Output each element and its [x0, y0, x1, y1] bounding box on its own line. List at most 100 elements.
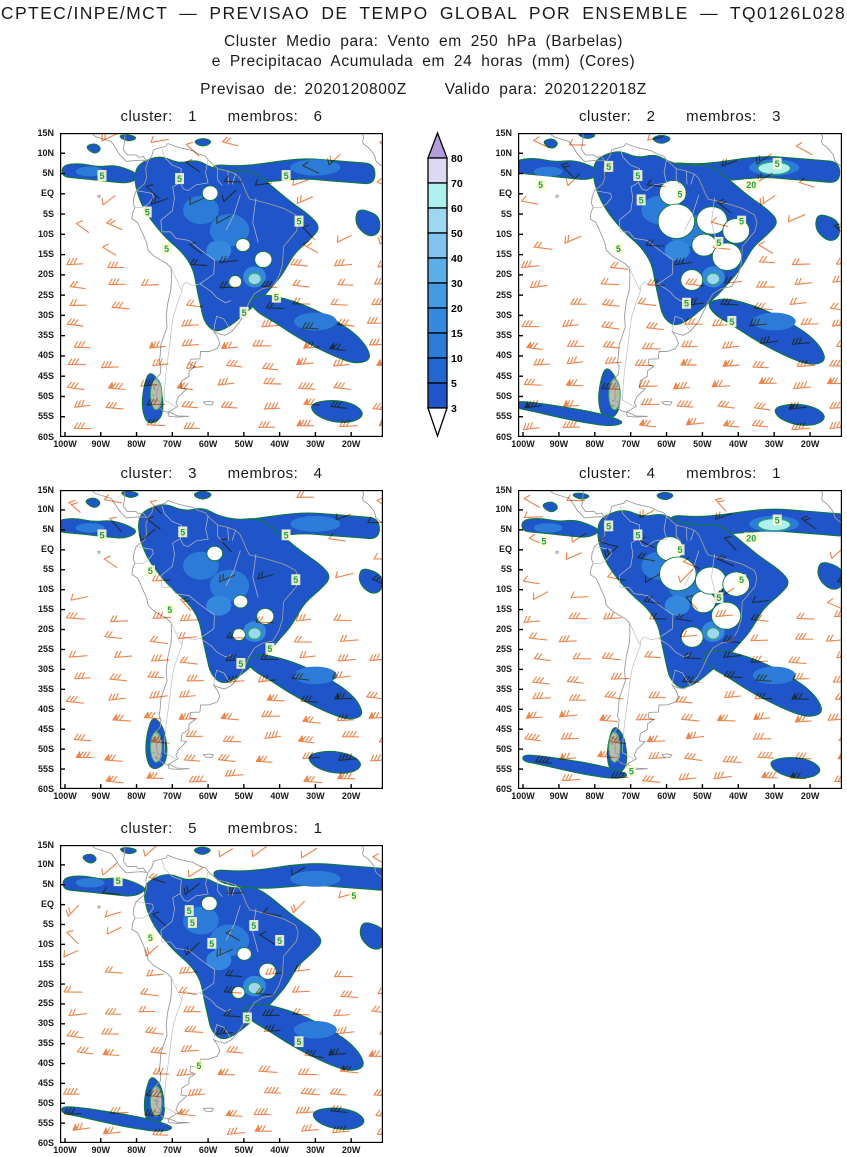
lon-tick-label: 50W: [234, 1145, 254, 1155]
lat-tick-label: 5S: [500, 208, 512, 219]
lat-tick-label: 30S: [37, 309, 54, 320]
contour-label-box: [743, 532, 759, 544]
colorbar-under-arrow: [427, 407, 448, 439]
lon-tick-label: 100W: [53, 439, 77, 449]
lon-tick-label: 30W: [764, 439, 784, 449]
panel-cluster-2: cluster: 2 membros: 3 15N 10N 5N EQ 5S 10S 15S…: [478, 106, 847, 455]
contour-label-box: [772, 157, 782, 169]
lon-tick-label: 80W: [127, 1145, 146, 1155]
lon-tick-label: 30W: [306, 791, 325, 801]
lat-tick-label: 15N: [495, 127, 512, 138]
contour-label: 5: [677, 189, 682, 199]
lat-tick-label: 5S: [42, 208, 54, 219]
precip-colorbar: 80 70 60 50 40 30 20 15 10 5 3: [427, 131, 463, 439]
contour-labels: 5 5 5 5 5 5 5 5 5 5 5: [113, 875, 359, 1071]
contour-label-box: [772, 514, 782, 526]
contour-label: 5: [274, 293, 279, 303]
page-title: CPTEC/INPE/MCT — PREVISAO DE TEMPO GLOBA…: [0, 3, 847, 23]
panel-title: cluster: 4 membros: 1: [578, 465, 782, 482]
contour-label-box: [194, 1060, 204, 1071]
lon-tick-label: 90W: [549, 439, 569, 449]
contour-label: 5: [351, 891, 356, 901]
lat-tick-label: 60S: [495, 783, 512, 794]
contour-label-box: [604, 160, 614, 172]
lat-tick-label: 10S: [495, 228, 512, 239]
coastlines: [550, 490, 842, 770]
colorbar-segment: [427, 332, 448, 359]
lon-tick-label: 20W: [800, 439, 820, 449]
contour-label-box: [242, 1012, 252, 1024]
lat-tick-label: 10S: [37, 584, 54, 595]
lon-tick-label: 50W: [234, 439, 254, 449]
contour-label-box: [675, 544, 685, 556]
contour-label-box: [536, 179, 546, 191]
contour-label: 5: [538, 180, 543, 190]
lon-tick-label: 50W: [693, 791, 712, 801]
lat-tick-label: 10N: [37, 859, 54, 870]
lat-tick-label: 35S: [37, 330, 54, 341]
contour-label: 5: [145, 208, 150, 218]
contour-label-box: [539, 535, 549, 547]
forecast-from-value: 2020120800Z: [304, 81, 407, 98]
lat-tick-label: 50S: [37, 391, 54, 401]
forecast-from-label: Previsao de:: [200, 81, 298, 98]
lat-tick-label: 5S: [42, 919, 54, 929]
coastlines: [550, 133, 842, 418]
contour-label-box: [142, 206, 152, 218]
contour-label-box: [737, 574, 747, 586]
panel-cluster-1: cluster: 1 membros: 6 15N 10N 5N EQ 5S 10S 15S…: [20, 106, 389, 455]
contour-label: 5: [190, 918, 195, 928]
contour-label-box: [681, 297, 691, 309]
lon-tick-label: 40W: [270, 1145, 289, 1155]
lat-tick-label: 10N: [495, 504, 512, 515]
lat-tick-label: 35S: [37, 683, 54, 694]
lon-tick-label: 30W: [306, 1145, 325, 1155]
contour-label: 5: [284, 171, 289, 181]
colorbar-tick-label: 60: [451, 203, 463, 215]
lat-tick-label: 5N: [42, 879, 54, 890]
lat-tick-label: 30S: [37, 1018, 54, 1029]
lat-tick-label: 5S: [500, 564, 512, 575]
contour-labels: 5 5 5 5 5 5 5 5: [97, 526, 301, 669]
contour-label: 5: [716, 593, 721, 603]
contour-label: 5: [297, 1037, 302, 1047]
map-canvas: 5 5 5 5 5 5 5 5: [60, 490, 383, 789]
lon-tick-label: 20W: [341, 791, 361, 801]
contour-label-box: [604, 520, 614, 532]
contour-label: 5: [209, 939, 214, 949]
colorbar-tick-label: 15: [451, 328, 463, 340]
valid-for-value: 2020122018Z: [544, 81, 647, 98]
lat-tick-label: 40S: [495, 350, 512, 361]
contour-label: 20: [746, 533, 756, 543]
contour-label: 5: [116, 876, 121, 886]
lon-tick-label: 70W: [163, 791, 182, 801]
lat-tick-label: 30S: [495, 663, 512, 674]
coastlines: [92, 845, 383, 1124]
map-canvas: 5 5 5 5 20 5 5 5 5: [518, 490, 842, 789]
contour-label: 5: [616, 244, 621, 254]
contour-label: 5: [716, 238, 721, 248]
contour-label: 5: [606, 521, 611, 531]
contour-label: 5: [251, 921, 256, 931]
lat-tick-label: 25S: [37, 289, 54, 300]
lon-tick-label: 60W: [657, 439, 676, 449]
colorbar-segment: [427, 357, 448, 384]
contour-label-box: [187, 917, 197, 928]
colorbar-tick-label: 70: [451, 178, 463, 190]
lat-tick-label: 55S: [37, 763, 54, 774]
lon-tick-label: 100W: [53, 791, 77, 801]
lat-tick-label: 40S: [37, 350, 54, 361]
lon-tick-label: 100W: [511, 791, 535, 801]
lat-tick-label: 20S: [37, 624, 54, 634]
contour-label-box: [714, 592, 724, 604]
contour-label: 5: [242, 308, 247, 318]
contour-label-box: [613, 243, 623, 255]
map-canvas: 5 5 5 5 5 5 5 5 5 5 5: [60, 845, 383, 1143]
panel-title: cluster: 5 membros: 1: [120, 820, 323, 837]
contour-label-box: [145, 565, 155, 577]
contour-label: 5: [238, 659, 243, 669]
lat-tick-label: EQ: [498, 188, 512, 199]
contour-label: 5: [729, 317, 734, 327]
lon-tick-label: 100W: [53, 1145, 77, 1155]
lat-tick-label: 50S: [495, 391, 512, 401]
